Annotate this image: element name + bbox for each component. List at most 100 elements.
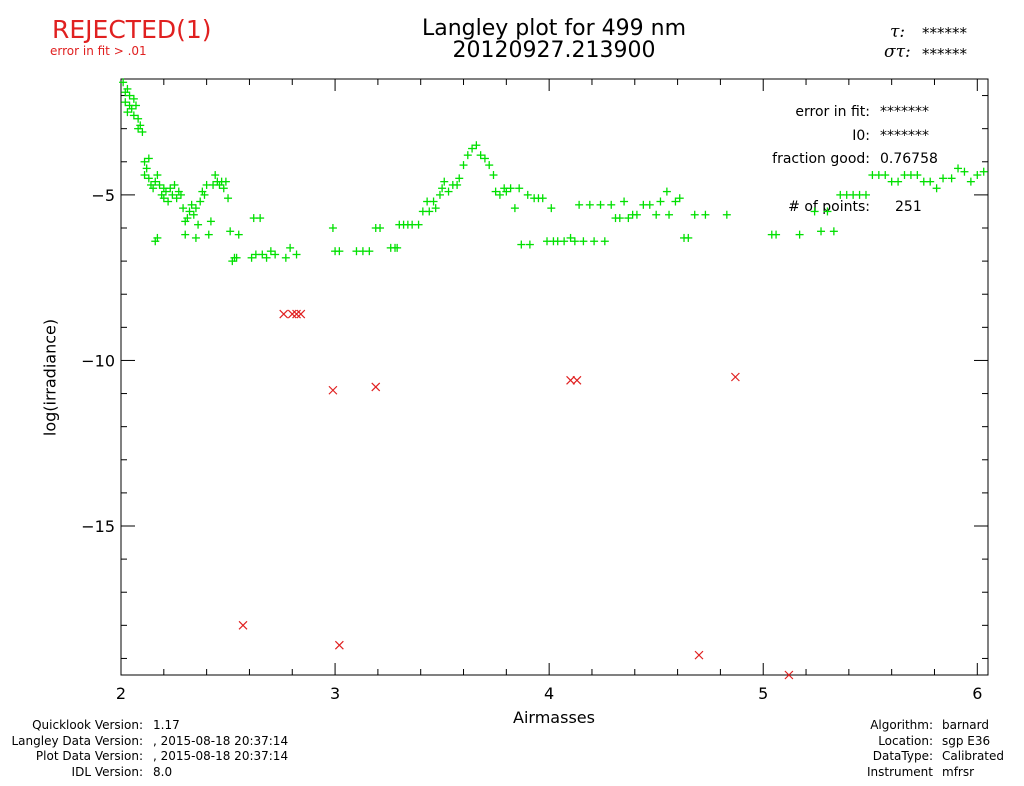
- good-point-marker: [645, 200, 654, 209]
- good-point-marker: [495, 190, 504, 199]
- axis-ticks: 2 3 4 5 6 −15 −10 −5: [81, 79, 988, 703]
- good-point-marker: [183, 214, 192, 223]
- good-point-marker: [506, 184, 515, 193]
- good-point-marker: [455, 174, 464, 183]
- good-point-marker: [772, 230, 781, 239]
- good-point-marker: [191, 233, 200, 242]
- good-point-marker: [256, 214, 265, 223]
- good-point-marker: [502, 187, 511, 196]
- footer-version-value: 8.0: [153, 764, 173, 779]
- good-point-marker: [468, 144, 477, 153]
- good-point-marker: [425, 207, 434, 216]
- good-point-marker: [155, 180, 164, 189]
- good-point-marker: [191, 204, 200, 213]
- good-point-marker: [690, 210, 699, 219]
- good-point-marker: [607, 200, 616, 209]
- good-point-marker: [262, 253, 271, 262]
- good-point-marker: [722, 210, 731, 219]
- y-tick-label: −5: [91, 186, 115, 205]
- good-point-marker: [652, 210, 661, 219]
- good-point-marker: [515, 184, 524, 193]
- good-point-marker: [579, 237, 588, 246]
- good-point-marker: [219, 184, 228, 193]
- good-point-marker: [429, 197, 438, 206]
- good-point-marker: [684, 233, 693, 242]
- i0-value: *******: [880, 128, 929, 144]
- good-point-marker: [138, 127, 147, 136]
- good-point-marker: [168, 190, 177, 199]
- rejected-point-marker: [694, 650, 704, 660]
- good-point-marker: [590, 237, 599, 246]
- good-point-marker: [170, 180, 179, 189]
- good-point-marker: [200, 190, 209, 199]
- good-point-marker: [954, 164, 963, 173]
- rejected-point-marker: [292, 309, 301, 319]
- rejected-point-marker: [328, 385, 338, 395]
- good-point-marker: [894, 177, 903, 186]
- good-point-marker: [624, 214, 633, 223]
- good-point-marker: [286, 243, 295, 252]
- good-point-marker: [463, 151, 472, 160]
- footer-instrument-value: Calibrated: [942, 749, 1005, 763]
- good-point-marker: [226, 227, 235, 236]
- footer-version-label: Quicklook Version:: [32, 718, 143, 732]
- good-point-marker: [960, 167, 969, 176]
- good-point-marker: [194, 220, 203, 229]
- good-point-marker: [939, 174, 948, 183]
- footer-version-value: , 2015-08-18 20:37:14: [153, 749, 289, 763]
- rejected-point-marker: [238, 620, 248, 630]
- footer-version-label: IDL Version:: [71, 764, 143, 779]
- good-point-marker: [453, 180, 462, 189]
- good-point-marker: [328, 224, 337, 232]
- good-point-marker: [206, 217, 215, 226]
- footer-version-label: Plot Data Version:: [35, 749, 143, 763]
- good-point-marker: [129, 94, 138, 103]
- rejected-point-marker: [334, 640, 344, 650]
- good-point-marker: [472, 141, 481, 150]
- good-point-marker: [431, 204, 440, 213]
- footer-instrument-value: mfrsr: [942, 764, 975, 779]
- good-point-marker: [525, 240, 534, 249]
- footer-version-label: Langley Data Version:: [11, 733, 143, 748]
- y-tick-label: −10: [81, 351, 115, 370]
- good-point-marker: [266, 247, 275, 256]
- good-point-marker: [575, 200, 584, 209]
- good-point-marker: [596, 200, 605, 209]
- good-point-marker: [196, 197, 205, 206]
- fraction-good-value: 0.76758: [880, 151, 938, 167]
- good-point-marker: [817, 227, 826, 236]
- good-point-marker: [232, 253, 241, 262]
- good-point-marker: [861, 190, 870, 199]
- good-point-marker: [131, 101, 140, 110]
- sigma-tau-value: ******: [922, 45, 967, 63]
- good-point-marker: [414, 220, 423, 229]
- good-point-marker: [365, 247, 374, 256]
- good-point-marker: [560, 237, 569, 246]
- points-count-value: 251: [895, 199, 922, 215]
- good-point-marker: [485, 161, 494, 170]
- x-tick-label: 5: [758, 684, 768, 703]
- footer-instrument-label: Instrument: [866, 764, 933, 779]
- rejected-point-marker: [287, 309, 297, 319]
- good-point-marker: [144, 174, 153, 183]
- good-point-marker: [435, 190, 444, 199]
- good-point-marker: [538, 194, 547, 203]
- y-tick-label: −15: [81, 517, 115, 536]
- good-point-marker: [181, 230, 190, 239]
- good-point-marker: [491, 187, 500, 196]
- x-axis-label: Airmasses: [513, 708, 595, 727]
- good-point-marker: [123, 108, 132, 117]
- good-point-marker: [119, 78, 128, 87]
- good-point-marker: [221, 177, 230, 186]
- good-point-marker: [438, 184, 447, 193]
- good-point-marker: [234, 230, 243, 239]
- good-point-marker: [620, 197, 629, 206]
- rejected-point-marker: [371, 382, 381, 392]
- good-point-marker: [585, 200, 594, 209]
- good-point-marker: [123, 84, 132, 93]
- good-point-marker: [247, 253, 256, 262]
- good-point-marker: [615, 214, 624, 223]
- good-point-marker: [795, 230, 804, 239]
- good-point-marker: [656, 197, 665, 206]
